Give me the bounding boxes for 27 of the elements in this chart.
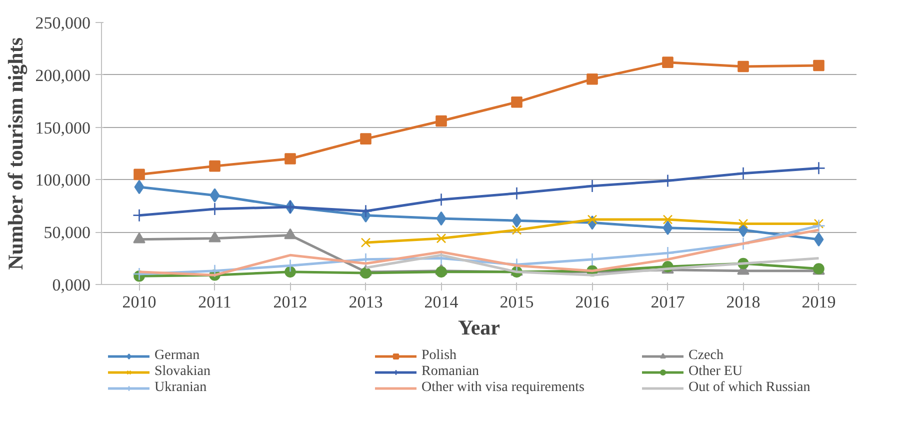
x-tick-label: 2018 [726,292,760,312]
x-tick-label: 2012 [273,292,308,312]
x-tick-label: 2015 [500,292,534,312]
x-tick-label: 2011 [198,292,232,312]
y-tick-label: 150,000 [35,118,90,138]
x-tick-label: 2016 [575,292,610,312]
y-tick-label: 100,000 [35,170,90,190]
legend-label: Czech [688,348,724,364]
legend-label: German [154,348,201,364]
legend-label: Out of which Russian [688,380,812,396]
y-tick-label: 0,000 [52,276,90,294]
x-tick-label: 2014 [424,292,459,312]
legend-label: Slovakian [154,364,212,380]
legend-label: Other with visa requirements [422,380,586,396]
x-tick-label: 2017 [650,292,686,312]
y-axis-title: Number of tourism nights [3,38,28,270]
y-tick-label: 250,000 [35,14,90,32]
y-tick-label: 50,000 [44,223,90,242]
x-tick-label: 2013 [348,292,383,312]
legend-label: Ukranian [154,380,208,396]
x-tick-label: 2019 [802,292,836,312]
y-tick-label: 200,000 [35,66,90,85]
legend-label: Romanian [422,364,480,380]
x-axis-title: Year [458,316,500,340]
x-tick-label: 2010 [122,292,156,312]
legend-label: Polish [422,348,458,364]
legend-label: Other EU [688,364,744,380]
